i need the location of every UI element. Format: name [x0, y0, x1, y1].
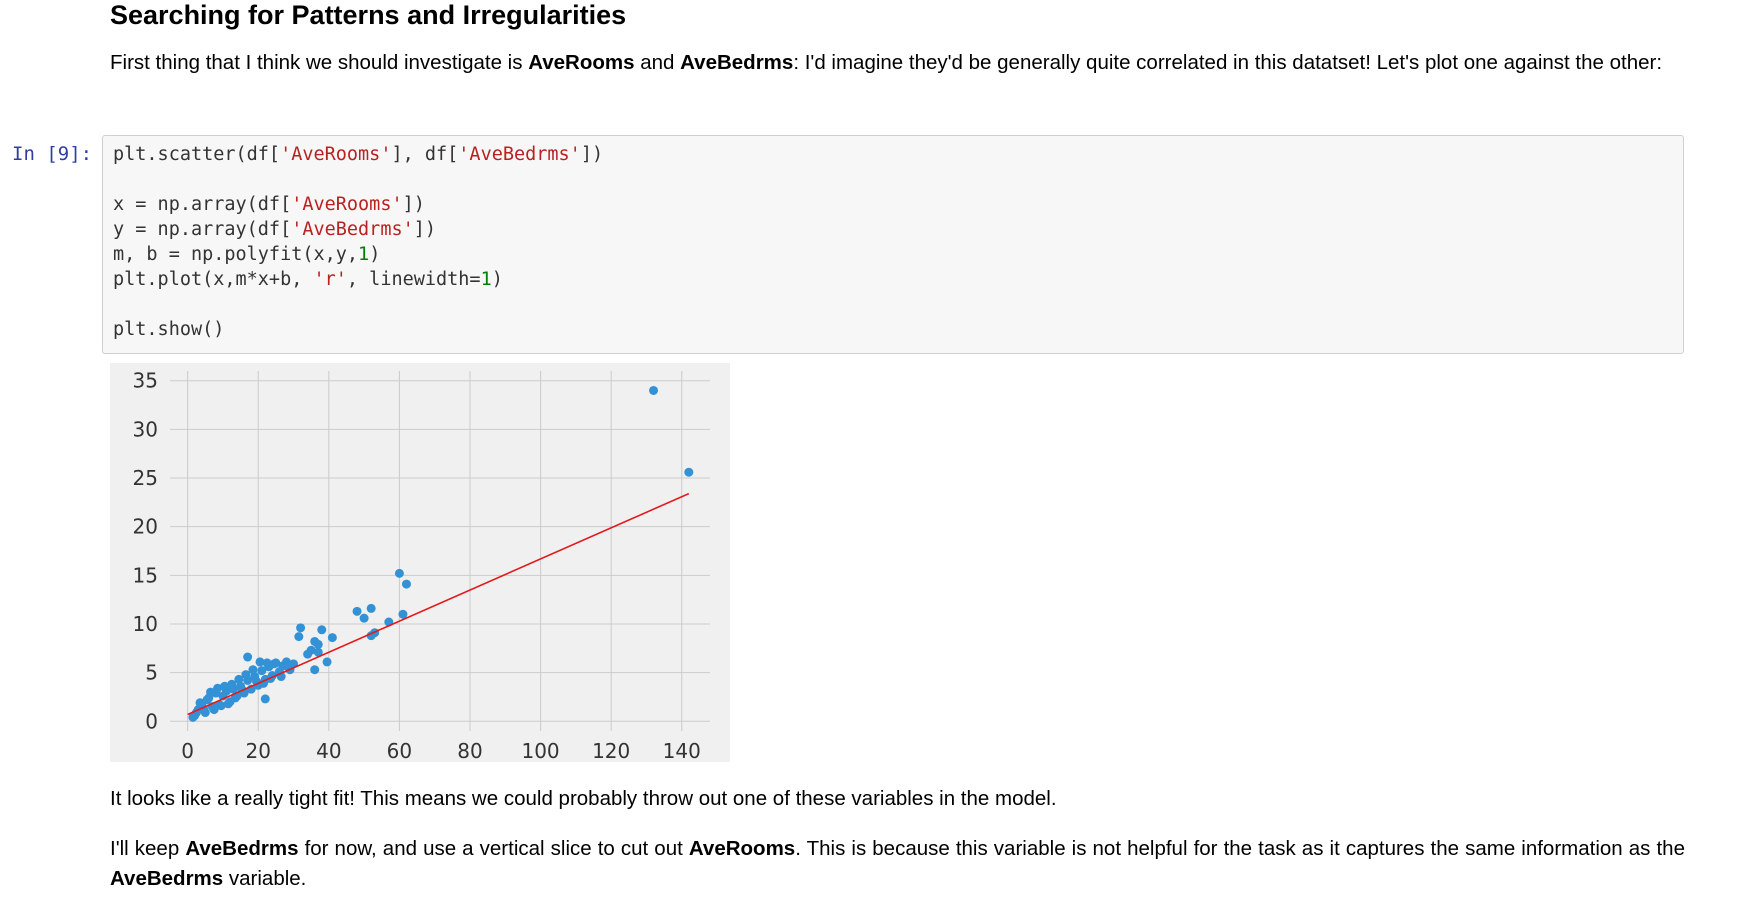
x-tick-label: 140: [663, 739, 701, 762]
y-tick-label: 15: [133, 563, 158, 587]
data-point: [202, 695, 212, 705]
data-point: [213, 683, 223, 693]
conclusion-paragraph-2: I'll keep AveBedrms for now, and use a v…: [110, 834, 1685, 894]
c2-text-4: variable.: [223, 867, 307, 890]
conclusion-paragraph-1: It looks like a really tight fit! This m…: [110, 787, 1057, 810]
c2-bold-averooms: AveRooms: [688, 837, 796, 860]
data-point: [262, 658, 272, 668]
data-point: [269, 659, 279, 669]
code-line: m, b = np.polyfit(x,y,1): [113, 244, 381, 265]
intro-text-3: : I'd imagine they'd be generally quite …: [793, 51, 1663, 74]
data-point: [243, 652, 253, 662]
c2-bold-avebedrms: AveBedrms: [185, 837, 299, 860]
code-line: plt.plot(x,m*x+b, 'r', linewidth=1): [113, 269, 503, 290]
c2-bold-avebedrms-2: AveBedrms: [110, 867, 224, 890]
x-tick-label: 60: [387, 739, 412, 762]
data-point: [310, 665, 320, 675]
intro-paragraph: First thing that I think we should inves…: [110, 48, 1685, 78]
data-point: [255, 657, 265, 667]
data-point: [227, 679, 237, 689]
code-cell[interactable]: plt.scatter(df['AveRooms'], df['AveBedrm…: [102, 135, 1684, 354]
input-prompt: In [9]:: [12, 143, 93, 165]
data-point: [313, 647, 323, 657]
data-point: [327, 633, 337, 643]
intro-text-2: and: [634, 51, 681, 74]
y-tick-label: 30: [133, 417, 158, 441]
data-point: [303, 649, 313, 659]
x-tick-label: 100: [521, 739, 559, 762]
y-tick-label: 10: [133, 612, 158, 636]
data-point: [234, 674, 244, 684]
y-tick-label: 20: [133, 515, 158, 539]
x-tick-label: 20: [246, 739, 271, 762]
intro-text-1: First thing that I think we should inves…: [110, 51, 529, 74]
y-tick-label: 35: [133, 369, 158, 393]
x-tick-label: 80: [457, 739, 482, 762]
data-point: [241, 670, 251, 680]
data-point: [366, 603, 376, 613]
data-point: [317, 625, 327, 635]
x-tick-label: 0: [181, 739, 194, 762]
section-heading: Searching for Patterns and Irregularitie…: [110, 0, 627, 30]
data-point: [322, 657, 332, 667]
data-point: [248, 665, 258, 675]
data-point: [394, 568, 404, 578]
c2-text-1: I'll keep: [110, 837, 186, 860]
data-point: [684, 467, 694, 477]
data-point: [206, 687, 216, 697]
data-point: [296, 623, 306, 633]
data-point: [188, 712, 198, 722]
data-point: [649, 385, 659, 395]
output-plot: 0 20 40 60 80 100 120 140 0 5 10 15 20 25 30 35: [110, 363, 730, 762]
data-point: [359, 613, 369, 623]
data-point: [313, 639, 323, 649]
y-tick-label: 5: [145, 661, 158, 685]
data-point: [401, 579, 411, 589]
code-line: y = np.array(df['AveBedrms']): [113, 219, 437, 240]
x-tick-label: 40: [316, 739, 341, 762]
c2-text-3: . This is because this variable is not h…: [795, 837, 1685, 860]
data-point: [259, 678, 269, 688]
data-point: [223, 699, 233, 709]
y-tick-label: 25: [133, 466, 158, 490]
data-point: [257, 666, 267, 676]
code-line: plt.show(): [113, 319, 225, 340]
intro-bold-avebedrms: AveBedrms: [680, 51, 794, 74]
data-point: [209, 705, 219, 715]
c2-text-2: for now, and use a vertical slice to cut…: [298, 837, 689, 860]
scatter-chart: 0 20 40 60 80 100 120 140 0 5 10 15 20 25 30 35: [133, 369, 710, 762]
code-line: plt.scatter(df['AveRooms'], df['AveBedrm…: [113, 144, 604, 165]
data-point: [398, 609, 408, 619]
data-point: [216, 701, 226, 711]
data-point: [230, 693, 240, 703]
fit-line: [187, 492, 690, 716]
code-line: x = np.array(df['AveRooms']): [113, 194, 425, 215]
intro-bold-averooms: AveRooms: [528, 51, 635, 74]
data-point: [220, 681, 230, 691]
data-point: [294, 632, 304, 642]
data-point: [352, 606, 362, 616]
y-tick-label: 0: [145, 709, 158, 733]
data-point: [260, 694, 270, 704]
x-tick-label: 120: [592, 739, 630, 762]
